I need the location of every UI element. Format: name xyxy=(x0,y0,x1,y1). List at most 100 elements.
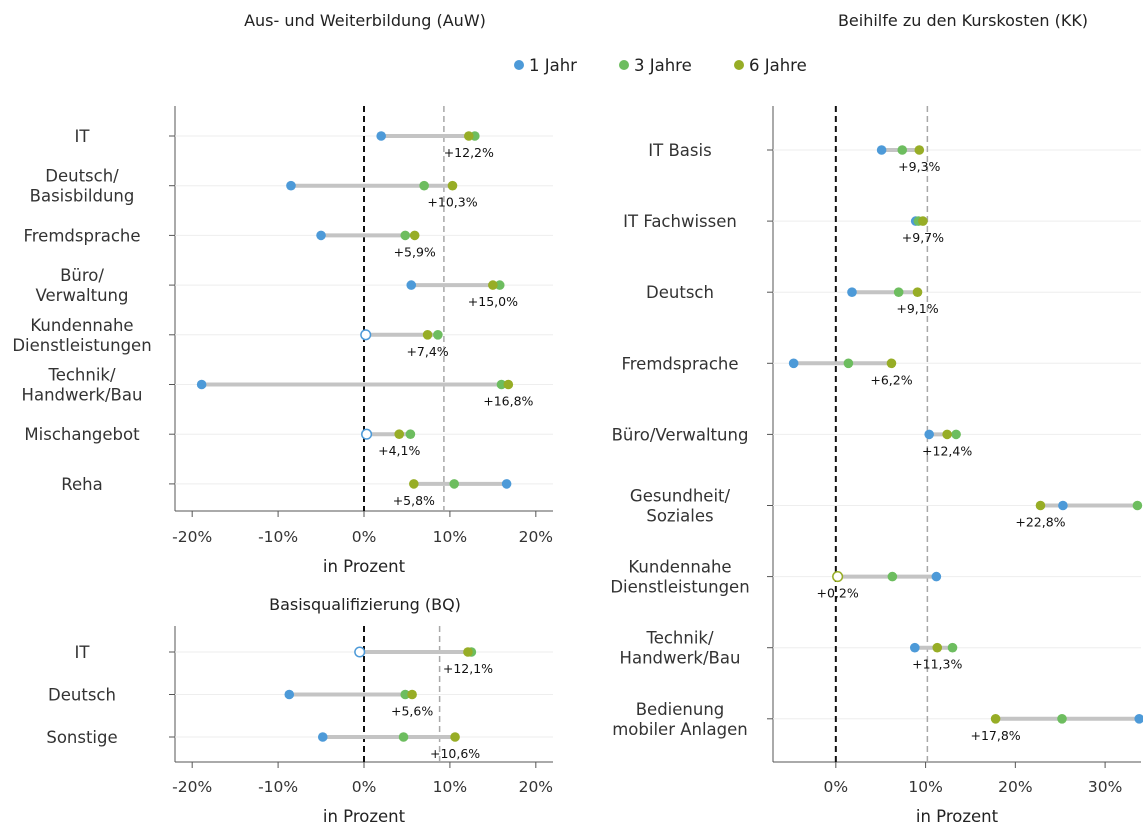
chart-title: Basisqualifizierung (BQ) xyxy=(269,595,461,614)
point-1-jahr xyxy=(406,280,417,290)
point-3-jahre xyxy=(843,358,854,369)
data-label: +9,3% xyxy=(898,159,940,174)
point-1-jahr xyxy=(286,180,296,191)
point-3-jahre xyxy=(1132,500,1143,511)
point-3-jahre xyxy=(433,330,443,340)
x-axis-label: in Prozent xyxy=(323,557,406,576)
point-6-jahre xyxy=(488,280,498,290)
point-6-jahre xyxy=(407,689,417,700)
chart-title: Beihilfe zu den Kurskosten (KK) xyxy=(838,11,1088,30)
category-label: Büro/ xyxy=(60,266,104,285)
data-label: +9,7% xyxy=(902,230,944,245)
point-3-jahre xyxy=(887,571,898,582)
point-6-jahre xyxy=(409,479,419,489)
point-6-jahre xyxy=(409,230,420,241)
data-label: +5,9% xyxy=(394,244,436,259)
panel-kk: Beihilfe zu den Kurskosten (KK) 0% 10% 20% 3… xyxy=(610,11,1143,825)
x-tick-label: 0% xyxy=(352,528,377,546)
category-label: Verwaltung xyxy=(36,286,129,305)
data-label: +16,8% xyxy=(483,394,533,409)
x-tick-label: 10% xyxy=(908,778,942,796)
x-tick-label: 0% xyxy=(824,778,849,796)
point-6-jahre xyxy=(450,732,460,742)
point-1-jahr xyxy=(360,329,372,341)
data-label: +5,8% xyxy=(393,493,435,508)
x-axis-label: in Prozent xyxy=(916,807,999,825)
point-1-jahr xyxy=(376,131,386,141)
category-label: mobiler Anlagen xyxy=(612,720,748,739)
point-3-jahre xyxy=(400,689,411,700)
point-6-jahre xyxy=(1035,500,1046,511)
data-label: +5,6% xyxy=(391,704,433,719)
x-tick-label: 20% xyxy=(519,528,553,546)
data-label: +0,2% xyxy=(817,586,859,601)
category-label: Technik/ xyxy=(47,366,116,385)
point-1-jahr xyxy=(876,145,887,155)
point-3-jahre xyxy=(897,145,908,155)
point-3-jahre xyxy=(494,280,505,290)
data-label: +22,8% xyxy=(1015,515,1065,530)
x-tick-label: -20% xyxy=(172,778,212,796)
data-label: +12,4% xyxy=(922,443,972,458)
category-label: IT Basis xyxy=(648,141,711,160)
point-6-jahre xyxy=(394,429,405,440)
point-3-jahre xyxy=(400,230,411,241)
point-6-jahre xyxy=(832,571,844,583)
point-1-jahr xyxy=(910,642,920,653)
category-label: Kundennahe xyxy=(628,558,731,577)
legend-label: 1 Jahr xyxy=(529,56,577,75)
legend-marker xyxy=(619,60,629,70)
category-label: Handwerk/Bau xyxy=(22,386,143,405)
data-label: +12,1% xyxy=(443,661,493,676)
data-label: +7,4% xyxy=(406,344,448,359)
point-6-jahre xyxy=(912,287,923,298)
category-label: Dienstleistungen xyxy=(12,336,151,355)
point-1-jahr xyxy=(1058,500,1068,511)
category-label: Fremdsprache xyxy=(23,226,140,245)
point-6-jahre xyxy=(464,131,474,141)
legend-marker xyxy=(514,60,524,70)
data-label: +12,2% xyxy=(444,145,494,160)
category-label: Deutsch xyxy=(48,686,116,705)
category-label: Gesundheit/ xyxy=(630,487,731,506)
category-label: Soziales xyxy=(646,507,713,526)
category-label: Fremdsprache xyxy=(621,354,738,373)
legend-label: 3 Jahre xyxy=(634,56,692,75)
point-6-jahre xyxy=(503,379,514,390)
panel-auw: Aus- und Weiterbildung (AuW) -20% -10% 0% 10… xyxy=(12,11,553,576)
point-1-jahr xyxy=(847,287,857,298)
legend-item: 1 Jahr xyxy=(514,56,577,75)
x-tick-label: 10% xyxy=(433,528,467,546)
x-tick-label: 10% xyxy=(433,778,467,796)
category-label: Handwerk/Bau xyxy=(620,649,741,668)
data-label: +10,3% xyxy=(427,195,477,210)
point-6-jahre xyxy=(990,714,1001,724)
point-1-jahr xyxy=(361,428,373,440)
point-1-jahr xyxy=(501,479,512,489)
point-3-jahre xyxy=(449,479,460,489)
point-1-jahr xyxy=(284,689,295,700)
point-1-jahr xyxy=(931,571,942,582)
x-tick-label: 20% xyxy=(519,778,553,796)
legend-label: 6 Jahre xyxy=(749,56,807,75)
category-label: Deutsch/ xyxy=(45,167,119,186)
point-6-jahre xyxy=(932,642,943,653)
x-tick-label: -10% xyxy=(258,778,298,796)
category-label: Büro/Verwaltung xyxy=(612,425,749,444)
category-label: Mischangebot xyxy=(24,425,140,444)
point-3-jahre xyxy=(1057,714,1067,724)
point-6-jahre xyxy=(886,358,897,369)
chart-title: Aus- und Weiterbildung (AuW) xyxy=(244,11,486,30)
point-3-jahre xyxy=(419,180,429,191)
point-6-jahre xyxy=(447,180,458,191)
point-1-jahr xyxy=(316,230,326,241)
point-3-jahre xyxy=(947,642,958,653)
data-label: +15,0% xyxy=(468,294,518,309)
x-tick-label: -20% xyxy=(172,528,212,546)
category-label: Technik/ xyxy=(645,629,714,648)
data-label: +10,6% xyxy=(430,746,480,761)
point-1-jahr xyxy=(317,732,328,742)
point-3-jahre xyxy=(496,379,507,390)
point-6-jahre xyxy=(422,330,433,340)
